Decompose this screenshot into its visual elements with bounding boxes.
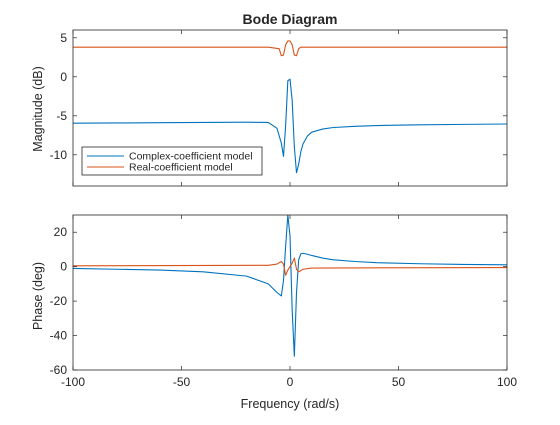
phase-series-complex-coefficient-model	[73, 215, 507, 357]
magnitude-series-complex-coefficient-model	[73, 78, 507, 174]
phase-series-real-coefficient-model	[73, 257, 507, 276]
phase-y-tick-label: -60	[50, 363, 68, 377]
legend-label-real-coefficient-model: Real-coefficient model	[129, 162, 233, 174]
x-tick-label: 50	[392, 375, 406, 389]
phase-y-tick-label: 20	[54, 225, 68, 239]
magnitude-series-real-coefficient-model	[73, 40, 507, 57]
phase-y-tick-label: 0	[60, 260, 67, 274]
x-tick-label: -50	[173, 375, 191, 389]
magnitude-y-axis-label: Magnitude (dB)	[31, 66, 45, 151]
legend-box	[81, 146, 263, 176]
magnitude-y-tick-label: -5	[56, 109, 67, 123]
x-tick-label: -100	[61, 375, 85, 389]
magnitude-panel: 5 0 -5 -10 Complex-coefficient modelReal-coe…	[50, 29, 508, 187]
phase-y-tick-label: -20	[50, 294, 68, 308]
x-tick-label: 100	[497, 375, 517, 389]
phase-panel: -100 -50 0 50 100 20 0 -20 -40 -60	[50, 214, 517, 389]
phase-y-tick-label: -40	[50, 329, 68, 343]
magnitude-y-tick-label: 0	[60, 70, 67, 84]
x-axis-label: Frequency (rad/s)	[241, 397, 340, 411]
magnitude-y-tick-label: -10	[50, 148, 68, 162]
phase-y-axis-label: Phase (deg)	[31, 262, 45, 330]
chart-title: Bode Diagram	[243, 11, 338, 27]
x-tick-label: 0	[287, 375, 294, 389]
legend: Complex-coefficient modelReal-coefficien…	[81, 146, 263, 176]
magnitude-y-tick-label: 5	[60, 31, 67, 45]
legend-label-complex-coefficient-model: Complex-coefficient model	[129, 151, 253, 163]
